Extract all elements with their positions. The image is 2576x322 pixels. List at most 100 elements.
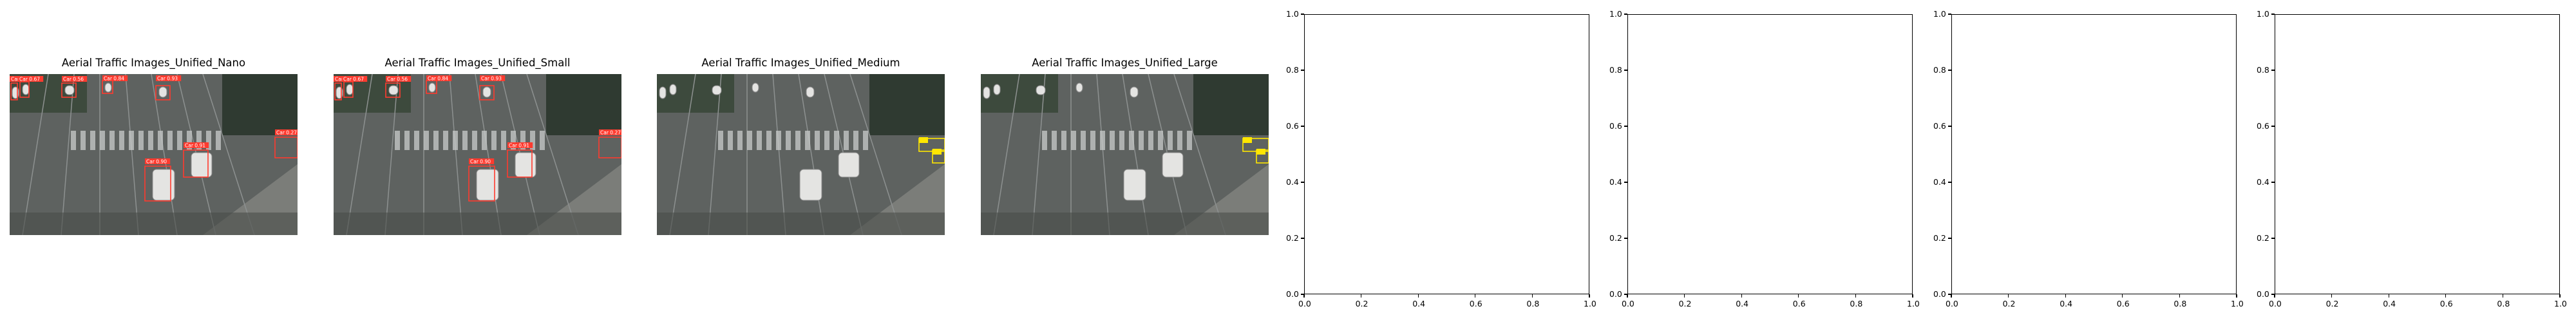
detection-box [334, 82, 342, 100]
panel-title: Aerial Traffic Images_Unified_Medium [701, 57, 900, 69]
lane-line [22, 74, 49, 235]
detection-label: Car 0.27 [276, 130, 297, 136]
crosswalk-stripe [776, 131, 781, 150]
lane-line [346, 74, 373, 235]
detection-label-bg [1256, 149, 1265, 155]
detection-label: Car 0.84 [104, 76, 124, 82]
lane-line [708, 74, 722, 235]
y-tick-label: 0.0 [1609, 289, 1622, 299]
crosswalk-stripe [177, 131, 182, 150]
crosswalk-stripe [795, 131, 800, 150]
detection-label-bg [507, 142, 533, 148]
detection-box [144, 166, 171, 202]
x-tick [2065, 294, 2066, 298]
crosswalk-stripe [453, 131, 458, 150]
detection-box [61, 82, 77, 98]
crosswalk-stripe [853, 131, 858, 150]
car-shape [346, 84, 354, 95]
lane-line [849, 74, 902, 235]
crosswalk-stripe [90, 131, 95, 150]
car-shape [799, 169, 822, 201]
lane-line [993, 74, 1020, 235]
x-tick [1303, 294, 1305, 298]
car-shape [482, 86, 491, 98]
detection-label-bg [599, 129, 621, 135]
crosswalk-stripe [1177, 131, 1182, 150]
lane-line [202, 74, 255, 235]
image-panel: Car 0.90 Car 0.67 Car 0.56 Car 0.84 Car 0.93… [334, 74, 621, 235]
detection-label-bg [919, 137, 928, 143]
detection-box [479, 85, 495, 100]
crosswalk-stripe [1110, 131, 1115, 150]
crosswalk-stripe [766, 131, 772, 150]
x-tick [1531, 294, 1533, 298]
crosswalk-stripe [1090, 131, 1095, 150]
detection-label: Car 0.67 [19, 77, 40, 82]
crosswalk-stripe [462, 131, 468, 150]
y-tick-label: 1.0 [1609, 9, 1622, 19]
lane-line [1032, 74, 1046, 235]
detection-box [10, 82, 18, 100]
lane-line [669, 74, 696, 235]
detection-label-bg [102, 75, 128, 81]
y-tick-label: 0.8 [1933, 65, 1946, 75]
crosswalk-stripe [815, 131, 820, 150]
x-tick-label: 0.0 [1298, 299, 1311, 308]
car-shape [752, 82, 759, 93]
crosswalk-stripe [196, 131, 202, 150]
car-shape [158, 86, 167, 98]
detection-label: Car 0.90 [146, 159, 167, 165]
aerial-traffic-image [981, 74, 1269, 235]
crosswalk-stripe [737, 131, 743, 150]
x-tick-label: 0.6 [2116, 299, 2130, 308]
y-tick-label: 0.2 [1609, 233, 1622, 243]
detection-label-bg [18, 76, 44, 82]
x-tick-label: 1.0 [1584, 299, 1596, 308]
x-tick-label: 0.0 [1946, 299, 1958, 308]
detection-label-bg [469, 158, 495, 164]
car-shape [191, 152, 213, 178]
road-shadow [334, 213, 621, 235]
x-tick-label: 0.8 [1850, 299, 1863, 308]
x-tick [2122, 294, 2123, 298]
detection-label: Car 0.93 [481, 76, 502, 82]
crosswalk-stripe [491, 131, 497, 150]
tree-area-right [222, 74, 298, 135]
car-shape [104, 82, 112, 93]
y-tick-label: 0.4 [1609, 177, 1622, 187]
tree-area-right [1193, 74, 1269, 135]
detection-label-bg [480, 75, 506, 81]
detection-box [155, 85, 171, 100]
crosswalk-stripe [1052, 131, 1057, 150]
detection-label-bg [275, 129, 298, 135]
aerial-traffic-image [657, 74, 945, 235]
crosswalk-stripe [433, 131, 439, 150]
road-shadow [981, 213, 1269, 235]
detection-box [918, 138, 945, 152]
detection-label-bg [426, 75, 452, 81]
crosswalk-stripe [109, 131, 115, 150]
aerial-traffic-image: Car 0.90 Car 0.67 Car 0.56 Car 0.84 Car 0.93… [334, 74, 621, 235]
lane-line [1173, 74, 1226, 235]
y-tick-label: 1.0 [1286, 9, 1299, 19]
crosswalk-stripe [786, 131, 791, 150]
x-tick [1741, 294, 1742, 298]
crosswalk-stripe [187, 131, 192, 150]
crosswalk-stripe [1061, 131, 1066, 150]
x-tick-label: 0.6 [2439, 299, 2453, 308]
x-tick-label: 1.0 [2231, 299, 2244, 308]
x-tick [2008, 294, 2009, 298]
y-tick-label: 0.6 [1933, 121, 1946, 131]
crosswalk-stripe [728, 131, 733, 150]
tree-area-left [981, 74, 1058, 113]
detection-label-bg [1243, 137, 1252, 143]
y-tick-label: 0.8 [2257, 65, 2269, 75]
y-tick-label: 1.0 [2257, 9, 2269, 19]
tree-area-right [869, 74, 945, 135]
detection-label: Car 0.67 [343, 77, 364, 82]
x-tick-label: 0.0 [2269, 299, 2282, 308]
x-tick [1912, 294, 1913, 298]
crosswalk-stripe [216, 131, 221, 150]
x-tick-label: 0.6 [1792, 299, 1806, 308]
road-shadow [657, 213, 945, 235]
